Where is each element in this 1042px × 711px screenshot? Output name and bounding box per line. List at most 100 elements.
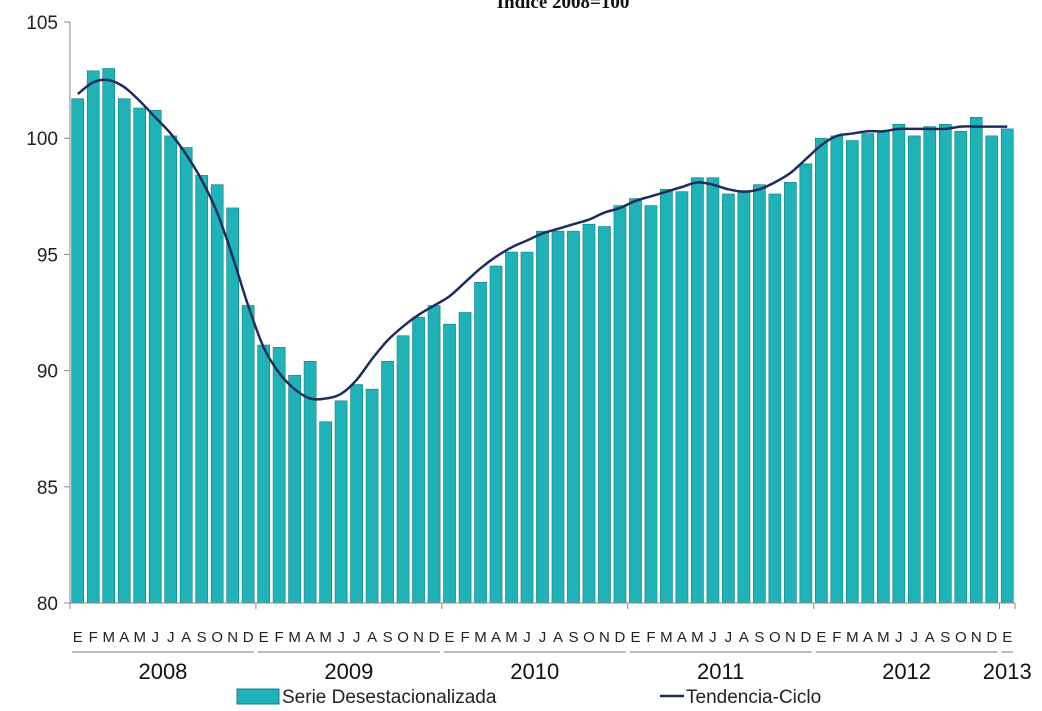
x-tick-label: F: [275, 629, 284, 646]
bar: [117, 98, 131, 604]
bar: [520, 251, 534, 604]
bar: [179, 147, 193, 604]
x-tick-label: J: [523, 629, 531, 646]
year-label: 2008: [138, 659, 187, 684]
x-tick-label: J: [167, 629, 175, 646]
x-tick-label: M: [319, 629, 332, 646]
bar: [938, 123, 952, 604]
y-tick-label: 105: [26, 13, 58, 34]
bar: [845, 140, 859, 604]
bar: [474, 281, 487, 604]
bar: [660, 189, 673, 604]
bar: [567, 230, 580, 604]
bar: [427, 305, 441, 604]
x-tick-label: M: [660, 629, 673, 646]
x-tick-label: O: [583, 629, 595, 646]
bar: [954, 130, 968, 604]
x-tick-label: S: [383, 629, 393, 646]
x-tick-label: E: [445, 629, 455, 646]
x-tick-label: D: [429, 629, 440, 646]
bar: [691, 177, 704, 604]
bar: [443, 323, 456, 604]
x-tick-label: S: [754, 629, 764, 646]
year-label: 2010: [510, 659, 559, 684]
x-tick-label: S: [940, 629, 950, 646]
x-tick-label: A: [305, 629, 315, 646]
bar: [241, 305, 255, 604]
x-tick-label: M: [102, 629, 115, 646]
bars: [71, 68, 1014, 604]
y-tick-label: 100: [26, 129, 58, 150]
x-tick-label: O: [211, 629, 223, 646]
year-label: 2009: [324, 659, 373, 684]
x-tick-label: E: [816, 629, 826, 646]
x-tick-label: J: [709, 629, 717, 646]
bar: [613, 205, 627, 604]
x-tick-label: M: [846, 629, 859, 646]
year-label: 2013: [983, 659, 1032, 684]
x-tick-label: A: [181, 629, 191, 646]
x-tick-label: M: [474, 629, 487, 646]
bar: [257, 344, 270, 604]
bar: [644, 205, 658, 604]
x-tick-label: J: [725, 629, 733, 646]
bar: [350, 384, 363, 604]
bar: [148, 110, 162, 604]
bar: [969, 116, 983, 604]
x-tick-label: M: [133, 629, 146, 646]
bar: [675, 191, 689, 604]
bar: [334, 400, 348, 604]
bar: [706, 177, 720, 604]
bar: [737, 191, 751, 604]
x-tick-label: F: [832, 629, 841, 646]
y-tick-label: 90: [37, 362, 58, 383]
x-tick-label: N: [971, 629, 982, 646]
bar: [985, 135, 999, 604]
x-tick-label: F: [460, 629, 469, 646]
series-line-tendencia-ciclo: [76, 78, 1008, 401]
bar: [272, 347, 286, 604]
bar: [907, 135, 921, 604]
x-tick-label: A: [367, 629, 377, 646]
bar: [396, 335, 410, 604]
bar: [71, 98, 85, 604]
x-tick-label: O: [397, 629, 409, 646]
bar: [753, 184, 766, 604]
year-label: 2011: [697, 659, 744, 684]
bar: [799, 163, 813, 604]
bar: [381, 360, 394, 604]
bar: [876, 130, 890, 604]
x-tick-label: S: [197, 629, 207, 646]
x-tick-label: E: [630, 629, 640, 646]
bar: [505, 251, 518, 604]
x-tick-label: M: [877, 629, 890, 646]
x-tick-label: J: [895, 629, 903, 646]
bar: [288, 374, 301, 604]
x-tick-label: E: [259, 629, 269, 646]
bar: [458, 312, 472, 604]
x-tick-label: E: [73, 629, 83, 646]
x-tick-label: A: [677, 629, 687, 646]
bar: [536, 230, 549, 604]
bar: [551, 230, 565, 604]
bar: [365, 388, 379, 604]
legend-label-bar: Serie Desestacionalizada: [282, 687, 497, 708]
x-tick-label: D: [800, 629, 811, 646]
x-tick-label: O: [769, 629, 781, 646]
legend: Serie Desestacionalizada Tendencia-Ciclo: [236, 687, 821, 708]
bar: [722, 193, 735, 604]
bar: [319, 421, 332, 604]
bar: [412, 316, 425, 604]
x-tick-label: J: [151, 629, 159, 646]
bar: [815, 137, 828, 604]
bar: [1000, 128, 1014, 604]
y-axis: 80 85 90 95 100 105: [26, 13, 71, 615]
x-tick-label: J: [337, 629, 345, 646]
x-tick-label: A: [739, 629, 749, 646]
bar: [861, 133, 875, 604]
x-tick-label: D: [615, 629, 626, 646]
x-tick-label: F: [646, 629, 655, 646]
x-tick-label: J: [353, 629, 361, 646]
